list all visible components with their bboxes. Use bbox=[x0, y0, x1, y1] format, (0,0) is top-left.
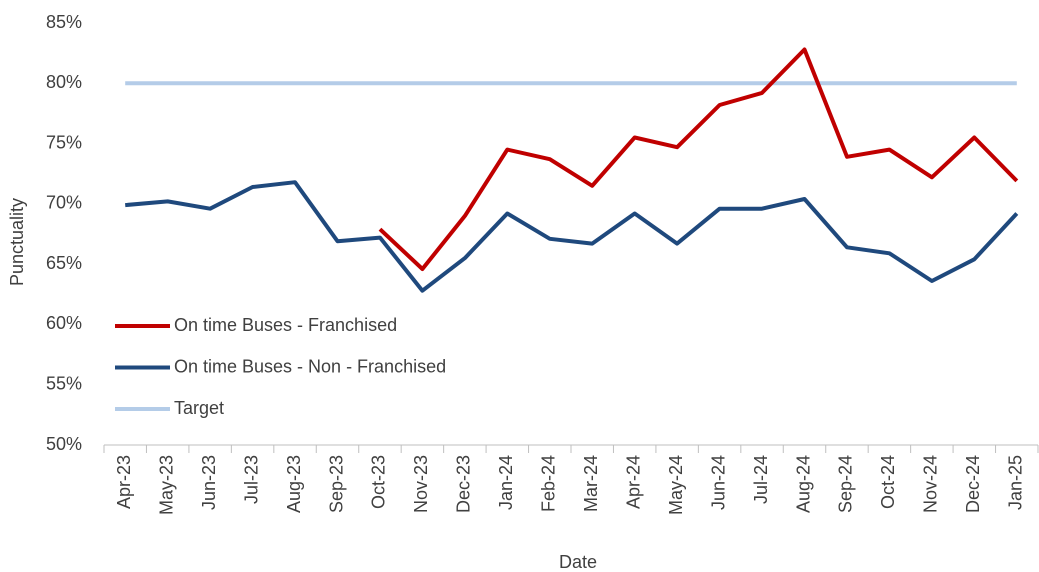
legend-label: On time Buses - Franchised bbox=[174, 315, 397, 335]
y-tick-label: 75% bbox=[46, 132, 82, 152]
x-tick-label: Apr-23 bbox=[114, 455, 134, 509]
x-tick-label: Jun-24 bbox=[708, 455, 728, 510]
y-tick-label: 65% bbox=[46, 253, 82, 273]
series-line bbox=[125, 180, 1019, 293]
y-tick-label: 70% bbox=[46, 193, 82, 213]
y-tick-label: 80% bbox=[46, 72, 82, 92]
x-tick-label: Oct-24 bbox=[878, 455, 898, 509]
x-tick-label: Apr-24 bbox=[623, 455, 643, 509]
x-tick-label: Jul-23 bbox=[241, 455, 261, 504]
x-axis-label: Date bbox=[559, 552, 597, 572]
x-tick-label: Jan-25 bbox=[1006, 455, 1026, 510]
x-tick-label: Jan-24 bbox=[496, 455, 516, 510]
y-axis-label: Punctuality bbox=[7, 198, 27, 286]
x-tick-label: Dec-23 bbox=[454, 455, 474, 513]
y-tick-label: 55% bbox=[46, 373, 82, 393]
x-tick-label: Aug-23 bbox=[284, 455, 304, 513]
legend-label: On time Buses - Non - Franchised bbox=[174, 356, 446, 376]
y-tick-label: 60% bbox=[46, 313, 82, 333]
x-tick-label: May-24 bbox=[666, 455, 686, 515]
x-tick-label: Mar-24 bbox=[581, 455, 601, 512]
x-tick-label: Sep-24 bbox=[836, 455, 856, 513]
x-tick-label: Nov-24 bbox=[921, 455, 941, 513]
legend-label: Target bbox=[174, 398, 224, 418]
x-tick-label: Oct-23 bbox=[369, 455, 389, 509]
x-tick-label: Sep-23 bbox=[326, 455, 346, 513]
x-tick-label: Aug-24 bbox=[793, 455, 813, 513]
series-line bbox=[378, 47, 1019, 271]
x-tick-label: Nov-23 bbox=[411, 455, 431, 513]
x-tick-label: Jul-24 bbox=[751, 455, 771, 504]
x-tick-label: May-23 bbox=[156, 455, 176, 515]
x-tick-label: Feb-24 bbox=[539, 455, 559, 512]
x-tick-label: Jun-23 bbox=[199, 455, 219, 510]
y-tick-label: 85% bbox=[46, 12, 82, 32]
y-tick-label: 50% bbox=[46, 434, 82, 454]
x-tick-label: Dec-24 bbox=[963, 455, 983, 513]
